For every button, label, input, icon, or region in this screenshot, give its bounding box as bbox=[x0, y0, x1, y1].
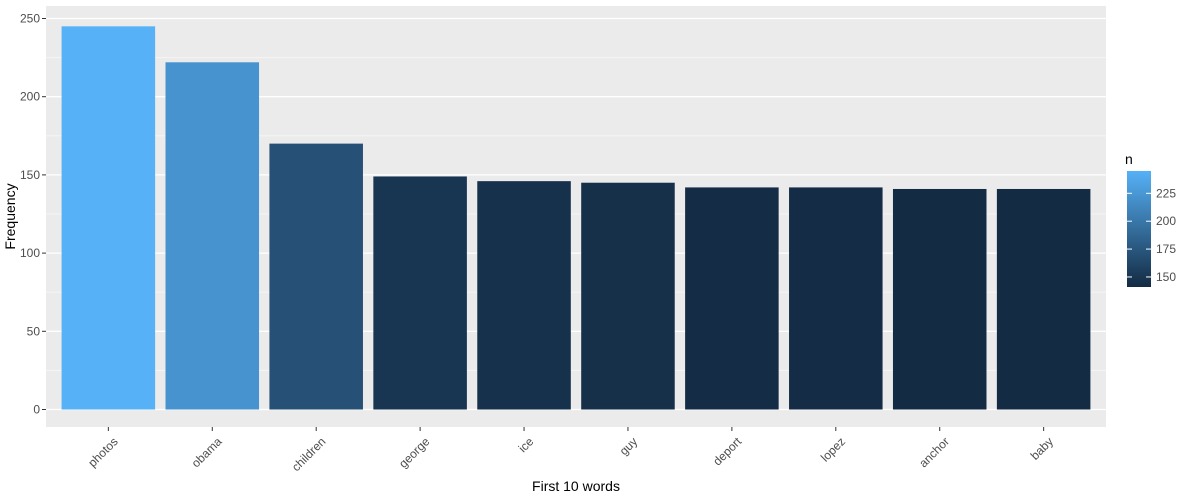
y-tick-label: 150 bbox=[20, 168, 40, 182]
x-tick-label: ice bbox=[516, 434, 537, 455]
y-tick-label: 100 bbox=[20, 246, 40, 260]
legend-tick-label: 200 bbox=[1156, 214, 1176, 228]
x-tick-label: photos bbox=[85, 434, 120, 469]
legend-title: n bbox=[1125, 151, 1133, 167]
y-axis-title: Frequency bbox=[2, 183, 18, 249]
legend: n 150 175 200 225 bbox=[1125, 151, 1176, 287]
bar-lopez bbox=[789, 187, 883, 410]
legend-tick-label: 175 bbox=[1156, 242, 1176, 256]
y-tick-label: 200 bbox=[20, 90, 40, 104]
bar-george bbox=[373, 176, 467, 410]
legend-tick-label: 150 bbox=[1156, 270, 1176, 284]
x-tick-label: obama bbox=[189, 434, 225, 470]
y-tick-label: 0 bbox=[33, 403, 40, 417]
x-tick-label: guy bbox=[617, 434, 641, 458]
x-tick-label: anchor bbox=[916, 434, 952, 470]
x-tick-label: lopez bbox=[818, 434, 848, 464]
x-tick-label: deport bbox=[710, 434, 744, 468]
legend-colorbar bbox=[1127, 171, 1151, 287]
bar-baby bbox=[996, 188, 1091, 410]
x-tick-label: george bbox=[396, 434, 433, 471]
y-tick-label: 250 bbox=[20, 12, 40, 26]
x-axis: photos obama children george ice guy deport lop… bbox=[85, 427, 1056, 474]
y-axis: 0 50 100 150 200 250 bbox=[20, 12, 46, 417]
bars-group bbox=[61, 26, 1091, 410]
x-tick-label: baby bbox=[1028, 434, 1056, 462]
bar-children bbox=[269, 143, 363, 410]
bar-obama bbox=[165, 62, 260, 410]
legend-tick-label: 225 bbox=[1156, 186, 1176, 200]
y-tick-label: 50 bbox=[27, 324, 41, 338]
bar-ice bbox=[477, 181, 571, 410]
bar-photos bbox=[61, 26, 156, 410]
bar-deport bbox=[685, 187, 779, 410]
x-tick-label: children bbox=[289, 434, 329, 474]
bar-anchor bbox=[892, 188, 987, 410]
x-axis-title: First 10 words bbox=[532, 478, 620, 494]
bar-guy bbox=[581, 182, 675, 410]
